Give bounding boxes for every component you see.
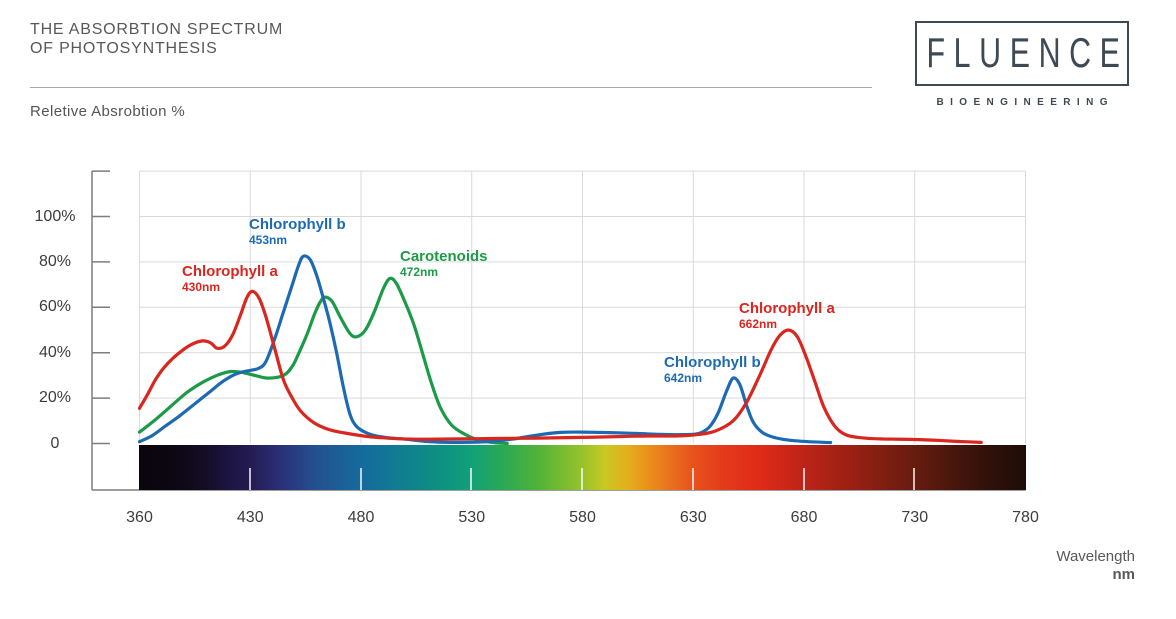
annotation-label: Chlorophyll b	[249, 216, 346, 233]
y-axis-title: Reletive Absrobtion %	[30, 103, 186, 120]
annotation-label: Chlorophyll b	[664, 354, 761, 371]
spectrum-bar-tick-680	[802, 467, 805, 490]
y-tick-label-20: 20%	[38, 389, 72, 407]
annotation-label: Carotenoids	[400, 248, 488, 265]
annotation-chlorophyll-b-642: Chlorophyll b 642nm	[664, 354, 761, 385]
y-tick-label-60: 60%	[38, 298, 72, 316]
fluence-logo: FLUENCE BIOENGINEERING	[915, 21, 1129, 108]
visible-light-spectrum-bar	[139, 444, 1026, 490]
x-tick-label-580: 580	[569, 509, 596, 526]
y-tick-label-40: 40%	[38, 343, 72, 361]
fluence-logo-wordmark: FLUENCE	[926, 29, 1129, 77]
spectrum-bar-tick-430	[248, 467, 251, 490]
spectrum-bar-tick-580	[581, 467, 583, 490]
annotation-carotenoids-472: Carotenoids 472nm	[400, 248, 488, 279]
page-title-line2: OF PHOTOSYNTHESIS	[30, 40, 218, 57]
annotation-wavelength: 472nm	[400, 265, 439, 279]
annotation-wavelength: 453nm	[249, 233, 288, 247]
spectrum-bar-tick-630	[691, 467, 694, 490]
x-tick-label-430: 430	[236, 509, 264, 526]
x-tick-label-360: 360	[126, 509, 153, 526]
y-tick-label-0: 0	[50, 434, 60, 452]
y-tick-label-80: 80%	[38, 252, 72, 270]
x-axis-title-unit: nm	[1112, 566, 1136, 583]
absorption-curve-carotenoids	[137, 276, 509, 446]
spectrum-bar-tick-480	[359, 467, 362, 490]
x-tick-label-630: 630	[679, 509, 707, 526]
annotation-chlorophyll-a-662: Chlorophyll a 662nm	[739, 300, 835, 331]
annotation-wavelength: 430nm	[182, 280, 221, 294]
x-tick-label-730: 730	[901, 509, 929, 526]
spectrum-bar-tick-730	[913, 467, 916, 490]
header-divider	[30, 87, 872, 88]
annotation-chlorophyll-b-453: Chlorophyll b 453nm	[249, 216, 346, 247]
annotation-wavelength: 662nm	[739, 317, 778, 331]
x-tick-label-480: 480	[347, 509, 375, 526]
y-tick-label-100: 100%	[34, 207, 76, 225]
x-tick-label-780: 780	[1012, 509, 1039, 526]
absorption-curve-chlorophyll-b	[137, 254, 833, 445]
spectrum-bar-tick-530	[470, 467, 473, 490]
annotation-label: Chlorophyll a	[182, 263, 278, 280]
absorption-curve-chlorophyll-a	[137, 289, 983, 444]
fluence-logo-box: FLUENCE	[915, 21, 1129, 86]
annotation-chlorophyll-a-430: Chlorophyll a 430nm	[182, 263, 278, 294]
fluence-logo-tagline: BIOENGINEERING	[936, 97, 1114, 108]
page-title-line1: THE ABSORBTION SPECTRUM	[30, 21, 284, 38]
annotation-wavelength: 642nm	[664, 371, 703, 385]
page-title: THE ABSORBTION SPECTRUM OF PHOTOSYNTHESI…	[30, 20, 283, 58]
annotation-label: Chlorophyll a	[739, 300, 835, 317]
x-tick-label-680: 680	[790, 509, 818, 526]
x-axis-title: Wavelength nm	[1056, 548, 1135, 584]
x-tick-label-530: 530	[458, 509, 486, 526]
x-axis-title-word: Wavelength	[1056, 548, 1135, 565]
